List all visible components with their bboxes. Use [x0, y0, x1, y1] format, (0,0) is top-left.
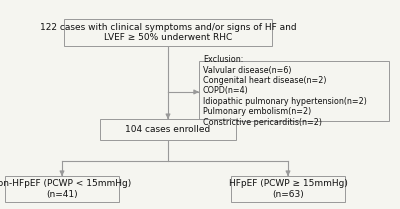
FancyBboxPatch shape [199, 61, 389, 121]
Text: non-HFpEF (PCWP < 15mmHg)
(n=41): non-HFpEF (PCWP < 15mmHg) (n=41) [0, 180, 132, 199]
FancyBboxPatch shape [5, 176, 119, 202]
Text: HFpEF (PCWP ≥ 15mmHg)
(n=63): HFpEF (PCWP ≥ 15mmHg) (n=63) [228, 180, 348, 199]
Text: 104 cases enrolled: 104 cases enrolled [125, 125, 211, 134]
Text: Exclusion:
Valvular disease(n=6)
Congenital heart disease(n=2)
COPD(n=4)
Idiopat: Exclusion: Valvular disease(n=6) Congeni… [203, 55, 367, 127]
FancyBboxPatch shape [231, 176, 345, 202]
Text: 122 cases with clinical symptoms and/or signs of HF and
LVEF ≥ 50% underwent RHC: 122 cases with clinical symptoms and/or … [40, 23, 296, 42]
FancyBboxPatch shape [100, 119, 236, 140]
FancyBboxPatch shape [64, 19, 272, 46]
